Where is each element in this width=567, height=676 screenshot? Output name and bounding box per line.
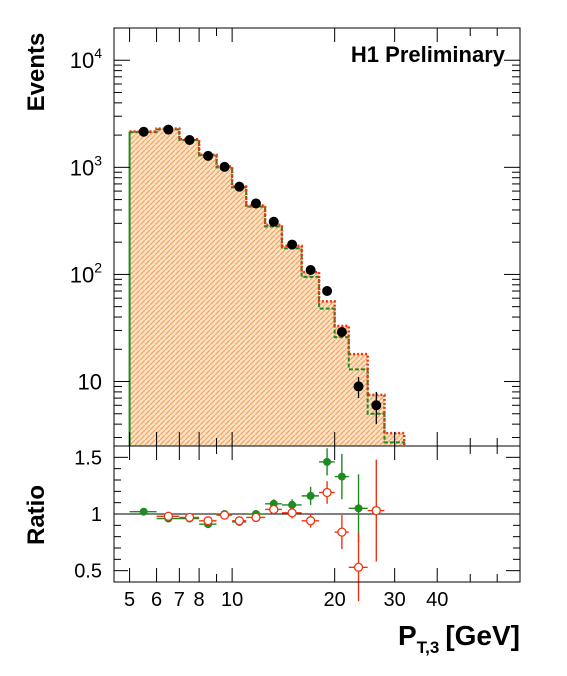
ratio-point-red xyxy=(219,510,230,520)
x-tick-label: 5 xyxy=(124,589,135,611)
data-point xyxy=(250,198,261,209)
ratio-point-red xyxy=(163,511,174,521)
x-tick-label: 30 xyxy=(384,589,406,611)
main-y-tick-label-base: 10 xyxy=(70,155,94,180)
data-point xyxy=(219,161,230,172)
main-y-tick-label-exponent: 2 xyxy=(94,259,102,275)
main-y-tick-label-base: 10 xyxy=(70,262,94,287)
x-axis-label-sub: T,3 xyxy=(417,638,440,657)
x-tick-label: 8 xyxy=(194,589,205,611)
ratio-point-red xyxy=(287,508,297,518)
ratio-point-red xyxy=(184,512,195,523)
main-y-tick-label: 102 xyxy=(70,259,102,287)
data-points xyxy=(138,124,382,425)
y-axis-label-ratio: Ratio xyxy=(23,485,50,545)
main-y-tick-label: 104 xyxy=(70,45,102,73)
ratio-point-red xyxy=(203,516,213,526)
ratio-y-tick-label: 0.5 xyxy=(74,561,102,583)
data-point xyxy=(268,216,279,227)
ratio-y-tick-label: 1.5 xyxy=(74,447,102,469)
ratio-point-green xyxy=(306,491,315,500)
ratio-point-green xyxy=(323,457,332,466)
x-tick-label: 40 xyxy=(426,589,448,611)
ratio-point-red xyxy=(305,516,316,526)
ratio-points xyxy=(129,448,385,602)
prediction-fill xyxy=(129,128,405,446)
main-y-tick-label-exponent: 3 xyxy=(94,152,102,168)
x-tick-label: 6 xyxy=(151,589,162,611)
x-axis-label: PT,3 [GeV] xyxy=(398,620,520,657)
ratio-point-red xyxy=(251,512,261,523)
main-x-ticks xyxy=(129,28,521,446)
data-point xyxy=(322,286,333,297)
data-point xyxy=(336,327,347,338)
data-point xyxy=(138,126,149,137)
ratio-point-red xyxy=(269,504,279,515)
x-tick-label: 10 xyxy=(221,589,243,611)
main-y-tick-label-base: 10 xyxy=(78,370,102,395)
ratio-point-red xyxy=(337,527,347,537)
data-point xyxy=(371,400,382,411)
ratio-point-red xyxy=(371,505,381,516)
main-y-tick-label: 103 xyxy=(70,152,102,180)
data-point xyxy=(203,150,214,161)
ratio-point-green xyxy=(288,500,297,509)
ratio-point-red xyxy=(353,562,364,572)
ratio-y-axis: 0.5 1 1.5 xyxy=(74,447,520,583)
ratio-point-green xyxy=(139,507,148,516)
y-axis-label-events: Events xyxy=(23,33,50,112)
ratio-point-green xyxy=(337,472,346,481)
ratio-point-red xyxy=(322,487,332,498)
chart-title: H1 Preliminary xyxy=(351,42,506,67)
x-tick-label: 7 xyxy=(174,589,185,611)
main-y-tick-label-base: 10 xyxy=(70,48,94,73)
ratio-point-red xyxy=(234,516,244,526)
data-point xyxy=(305,264,316,275)
main-y-tick-label-exponent: 4 xyxy=(94,45,102,61)
main-y-tick-label: 10 xyxy=(78,370,102,395)
data-point xyxy=(234,181,245,192)
x-axis-label-unit: [GeV] xyxy=(445,620,520,651)
x-axis: 5 6 7 8 10 20 30 40 xyxy=(124,446,521,611)
data-point xyxy=(353,381,364,392)
data-point xyxy=(163,124,174,135)
prediction-hatch-area xyxy=(129,128,405,446)
data-point xyxy=(184,134,195,145)
ratio-point-green xyxy=(354,504,363,513)
ratio-y-tick-label: 1 xyxy=(91,504,102,526)
x-axis-label-main: P xyxy=(398,620,417,651)
x-tick-label: 20 xyxy=(324,589,346,611)
data-point xyxy=(287,239,298,250)
prediction-lines xyxy=(128,127,406,446)
